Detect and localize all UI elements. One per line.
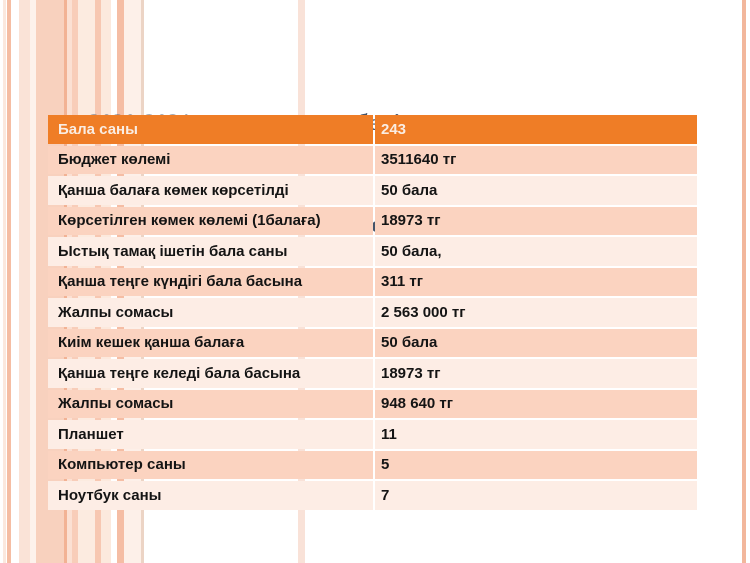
row-label-cell: Бюджет көлемі [48, 145, 373, 174]
row-value-cell: 50 бала, [375, 237, 697, 266]
row-value-cell: 18973 тг [375, 206, 697, 235]
row-value-cell: 7 [375, 481, 697, 510]
table-row: Қанша балаға көмек көрсетілді 50 бала [48, 176, 697, 205]
row-label-cell: Көрсетілген көмек көлемі (1балаға) [48, 206, 373, 235]
row-value-cell: 50 бала [375, 176, 697, 205]
table-row: Көрсетілген көмек көлемі (1балаға) 18973 … [48, 206, 697, 235]
row-value-cell: 11 [375, 420, 697, 449]
row-value-cell: 50 бала [375, 328, 697, 357]
row-label-cell: Планшет [48, 420, 373, 449]
table-row: Ноутбук саны 7 [48, 481, 697, 510]
table-header-row: Бала саны 243 [48, 115, 697, 144]
row-value-cell: 5 [375, 450, 697, 479]
row-label-cell: Жалпы сомасы [48, 389, 373, 418]
row-label-cell: Қанша теңге күндігі бала басына [48, 267, 373, 296]
row-value-cell: 311 тг [375, 267, 697, 296]
row-label-cell: Ноутбук саны [48, 481, 373, 510]
table-row: Қанша теңге күндігі бала басына 311 тг [48, 267, 697, 296]
row-value-cell: 18973 тг [375, 359, 697, 388]
table-row: Қанша теңге келеді бала басына 18973 тг [48, 359, 697, 388]
table-header-label: Бала саны [48, 115, 373, 144]
table-row: Планшет 11 [48, 420, 697, 449]
table-header-value: 243 [375, 115, 697, 144]
row-value-cell: 3511640 тг [375, 145, 697, 174]
row-label-cell: Ыстық тамақ ішетін бала саны [48, 237, 373, 266]
row-label-cell: Қанша балаға көмек көрсетілді [48, 176, 373, 205]
row-value-cell: 948 640 тг [375, 389, 697, 418]
row-label-cell: Қанша теңге келеді бала басына [48, 359, 373, 388]
table-row: Жалпы сомасы 948 640 тг [48, 389, 697, 418]
row-label-cell: Жалпы сомасы [48, 298, 373, 327]
table-row: Бюджет көлемі 3511640 тг [48, 145, 697, 174]
table-row: Киім кешек қанша балаға 50 бала [48, 328, 697, 357]
table-row: Ыстық тамақ ішетін бала саны 50 бала, [48, 237, 697, 266]
row-label-cell: Компьютер саны [48, 450, 373, 479]
report-table: Бала саны 243 Бюджет көлемі 3511640 тг Қан… [48, 115, 697, 510]
table-row: Жалпы сомасы 2 563 000 тг [48, 298, 697, 327]
row-value-cell: 2 563 000 тг [375, 298, 697, 327]
table-row: Компьютер саны 5 [48, 450, 697, 479]
row-label-cell: Киім кешек қанша балаға [48, 328, 373, 357]
